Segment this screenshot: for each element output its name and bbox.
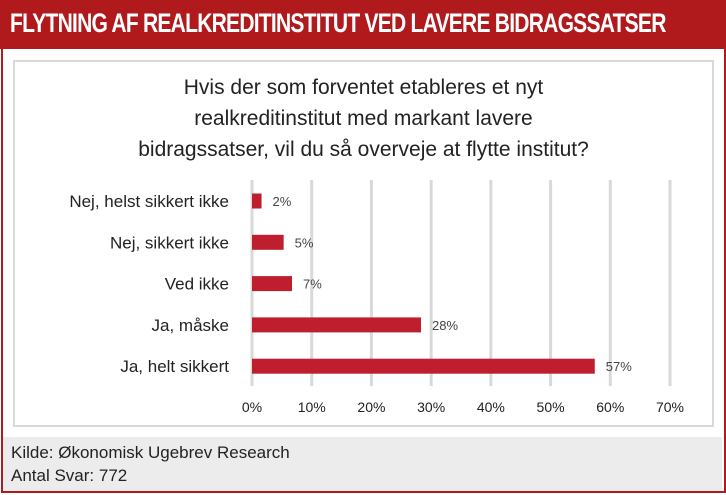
x-tick-label: 0% — [242, 399, 262, 415]
category-label: Nej, sikkert ikke — [110, 233, 229, 252]
x-tick-label: 50% — [537, 399, 565, 415]
category-label: Ja, helt sikkert — [120, 357, 229, 376]
bar — [252, 234, 284, 250]
data-label: 2% — [273, 194, 292, 209]
page-title: FLYTNING AF REALKREDITINSTITUT VED LAVER… — [10, 8, 666, 38]
x-tick-label: 40% — [477, 399, 505, 415]
chart-title: Hvis der som forventet etableres et nyt … — [13, 72, 714, 165]
x-tick-label: 60% — [596, 399, 624, 415]
category-label: Ved ikke — [165, 275, 229, 294]
bar — [252, 358, 595, 374]
data-label: 5% — [295, 235, 314, 250]
header-bar: FLYTNING AF REALKREDITINSTITUT VED LAVER… — [0, 0, 726, 49]
x-tick-label: 10% — [298, 399, 326, 415]
bar — [252, 317, 421, 333]
bar — [252, 193, 262, 209]
x-tick-label: 20% — [357, 399, 385, 415]
x-tick-label: 70% — [656, 399, 684, 415]
x-tick-label: 30% — [417, 399, 445, 415]
chart-title-line: realkreditinstitut med markant lavere — [194, 107, 533, 130]
response-count: Antal Svar: 772 — [11, 466, 128, 485]
source-text: Kilde: Økonomisk Ugebrev Research — [11, 443, 290, 462]
chart-title-line: bidragssatser, vil du så overveje at fly… — [138, 138, 589, 161]
category-label: Ja, måske — [152, 316, 229, 335]
data-label: 57% — [606, 359, 632, 374]
data-label: 7% — [303, 277, 322, 292]
footer: Kilde: Økonomisk Ugebrev Research Antal … — [3, 437, 722, 491]
data-label: 28% — [432, 318, 458, 333]
chart-title-line: Hvis der som forventet etableres et nyt — [183, 76, 544, 99]
category-label: Nej, helst sikkert ikke — [69, 192, 229, 211]
bar — [252, 276, 293, 292]
